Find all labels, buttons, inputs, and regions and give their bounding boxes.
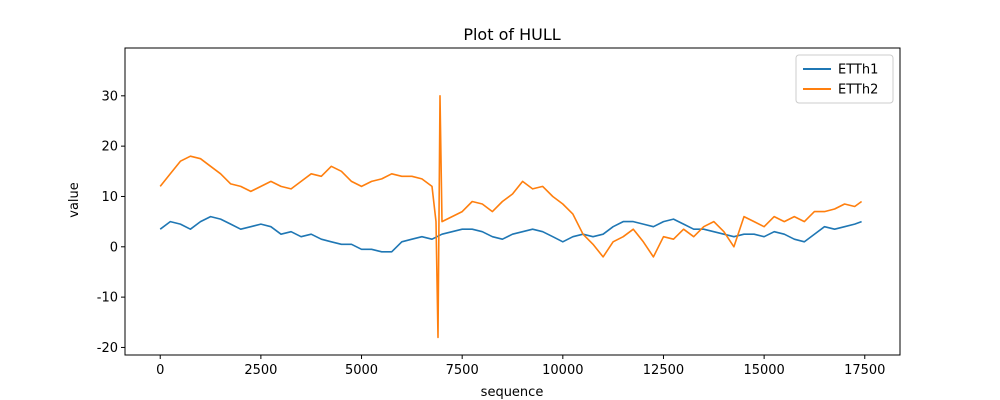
y-tick-label: 0 [110,240,118,255]
x-tick-label: 5000 [345,363,378,378]
y-axis-label: value [67,182,82,218]
y-axis: -20 -10 0 10 20 30 [97,89,125,356]
x-axis: 0 2500 5000 7500 10000 12500 15000 17500 [156,355,885,378]
y-tick-label: -20 [97,341,118,356]
x-tick-label: 10000 [542,363,583,378]
legend: ETTh1 ETTh2 [795,54,894,104]
x-tick-label: 2500 [244,363,277,378]
y-tick-label: 30 [101,89,118,104]
legend-label-etth1: ETTh1 [838,63,878,78]
series-line-etth2 [159,95,863,339]
series-layer [159,95,863,339]
legend-box [795,54,894,104]
y-tick-label: -10 [97,291,118,306]
x-tick-label: 0 [156,363,164,378]
series-line-etth1 [159,215,862,253]
y-tick-label: 10 [101,190,118,205]
chart-title: Plot of HULL [463,25,560,44]
legend-label-etth2: ETTh2 [838,83,878,98]
x-tick-label: 12500 [643,363,684,378]
y-tick-label: 20 [101,140,118,155]
x-tick-label: 15000 [743,363,784,378]
x-tick-label: 17500 [844,363,885,378]
plot-frame [124,47,901,356]
x-tick-label: 7500 [446,363,479,378]
x-axis-label: sequence [481,385,544,400]
